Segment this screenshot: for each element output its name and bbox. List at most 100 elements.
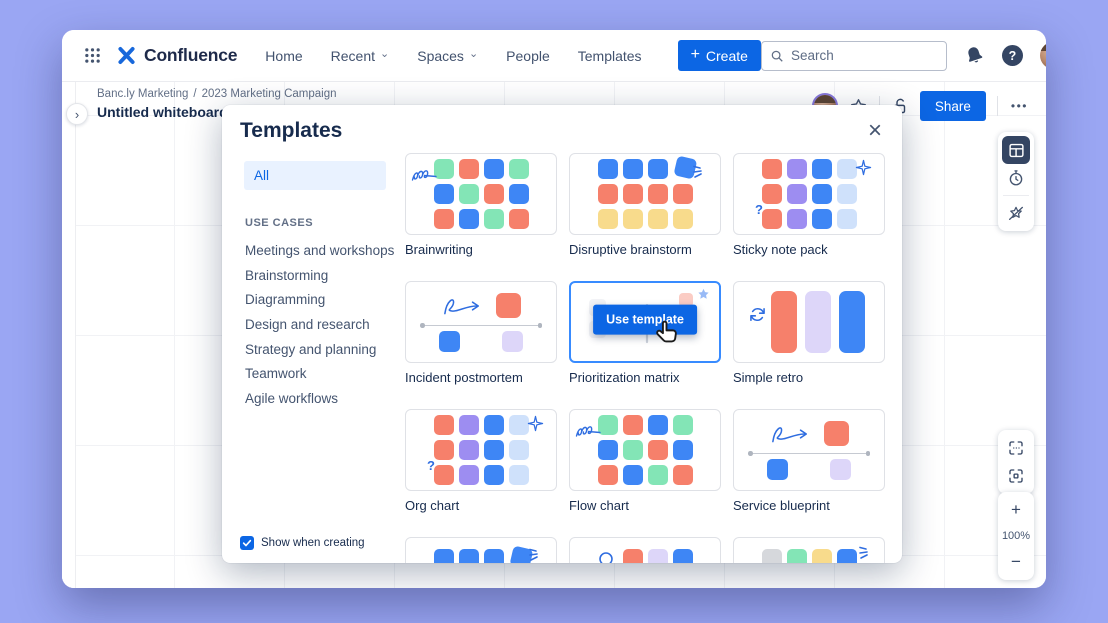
sticky-note-square [830, 459, 851, 481]
refresh-loop-icon [747, 304, 768, 330]
template-card[interactable] [405, 537, 557, 563]
timeline-line [420, 323, 542, 327]
sidebar-item-brainstorming[interactable]: Brainstorming [245, 267, 329, 283]
sticky-row [761, 159, 857, 179]
sticky-note-square [761, 209, 782, 229]
sticky-row [598, 549, 693, 563]
template-card[interactable] [733, 537, 885, 563]
zoom-in-glyph: + [1011, 500, 1021, 519]
user-avatar[interactable] [1039, 42, 1046, 69]
template-thumbnail [569, 409, 721, 491]
create-button[interactable]: + Create [677, 40, 761, 71]
template-thumbnail [569, 153, 721, 235]
template-card[interactable]: ? Sticky note pack [733, 153, 885, 257]
sidebar-item-diagramming[interactable]: Diagramming [245, 292, 326, 308]
sidebar-item-agile-workflows[interactable]: Agile workflows [245, 390, 339, 406]
breadcrumb-item[interactable]: 2023 Marketing Campaign [201, 88, 337, 100]
breadcrumb-item[interactable]: Banc.ly Marketing [97, 88, 189, 100]
filter-all[interactable]: All [244, 161, 386, 190]
template-card[interactable]: Brainwriting [405, 153, 557, 257]
sticky-row [433, 184, 529, 204]
templates-panel-icon[interactable] [1002, 136, 1030, 164]
template-name: Prioritization matrix [569, 370, 680, 385]
sticky-note-square [761, 159, 782, 179]
sticky-row [433, 209, 529, 229]
sticky-note-square [508, 415, 529, 435]
retro-column [805, 291, 831, 353]
sticky-note-square [647, 465, 668, 485]
nav-item-people[interactable]: People [506, 48, 550, 64]
template-thumbnail [569, 537, 721, 563]
nav-item-recent[interactable]: Recent ⌄ [331, 48, 390, 64]
divider [996, 96, 998, 116]
timeline-bottom-row [439, 331, 523, 353]
sticky-note-square [483, 209, 504, 229]
search-input[interactable] [760, 40, 947, 71]
sticky-note-square [597, 440, 618, 460]
template-card[interactable]: Use template Prioritization matrix [569, 281, 721, 385]
template-thumbnail [733, 281, 885, 363]
board-title: Untitled whiteboard [97, 104, 228, 120]
timer-icon[interactable] [1002, 164, 1030, 192]
sticky-note-square [483, 415, 504, 435]
help-icon[interactable]: ? [1001, 45, 1023, 66]
sticky-note-square [622, 415, 643, 435]
sticky-row [761, 549, 857, 563]
sidebar-item-design-and-research[interactable]: Design and research [245, 316, 370, 332]
nav-item-home[interactable]: Home [265, 48, 302, 64]
cursor-pointer-icon [655, 320, 682, 354]
fit-to-screen-icon[interactable] [1002, 434, 1030, 462]
sidebar-item-strategy-and-planning[interactable]: Strategy and planning [245, 341, 377, 357]
template-thumbnail [733, 409, 885, 491]
confluence-logo[interactable]: Confluence [116, 45, 237, 66]
sticky-note-square [433, 415, 454, 435]
template-card[interactable]: Service blueprint [733, 409, 885, 513]
app-switcher-icon[interactable] [78, 42, 106, 70]
template-name: Simple retro [733, 370, 804, 385]
sticky-note-square [811, 549, 832, 563]
notifications-bell-icon[interactable] [964, 45, 985, 66]
retro-columns [771, 291, 865, 353]
sticky-note-square [508, 184, 529, 204]
sticky-note-square [597, 415, 618, 435]
template-card[interactable] [569, 537, 721, 563]
vote-star-icon[interactable] [1002, 199, 1030, 227]
sparkle-icon [855, 159, 872, 181]
nav-item-templates[interactable]: Templates [578, 48, 642, 64]
checkbox-checked-icon [240, 536, 254, 550]
nav-item-label: Spaces [417, 47, 464, 64]
zoom-out-button[interactable]: − [1002, 548, 1030, 576]
close-icon[interactable]: × [860, 115, 890, 147]
template-card[interactable]: Incident postmortem [405, 281, 557, 385]
template-card[interactable]: Disruptive brainstorm [569, 153, 721, 257]
template-card[interactable]: ? Org chart [405, 409, 557, 513]
template-card[interactable]: Flow chart [569, 409, 721, 513]
sticky-note-square [672, 440, 693, 460]
sidebar-item-meetings-and-workshops[interactable]: Meetings and workshops [245, 242, 395, 258]
sidebar-item-teamwork[interactable]: Teamwork [245, 366, 307, 382]
sticky-note-square [597, 159, 618, 179]
spark-lines-icon [528, 546, 543, 563]
nav-item-spaces[interactable]: Spaces ⌄ [417, 48, 478, 64]
search-container [760, 40, 947, 71]
sticky-note-square [433, 549, 454, 563]
show-when-creating-checkbox[interactable]: Show when creating [240, 536, 365, 550]
share-button[interactable]: Share [919, 91, 986, 121]
sticky-note-square [483, 549, 504, 563]
expand-sidebar-button[interactable]: › [66, 103, 88, 125]
sticky-note-square [508, 440, 529, 460]
timeline-top-row [770, 420, 849, 448]
zoom-level[interactable]: 100% [1001, 530, 1031, 542]
nav-item-label: Recent [330, 47, 376, 64]
zoom-in-button[interactable]: + [1002, 496, 1030, 524]
more-options-button[interactable]: ••• [1009, 95, 1030, 117]
sticky-note-square [622, 440, 643, 460]
template-card[interactable]: Simple retro [733, 281, 885, 385]
sticky-row [597, 465, 693, 485]
sticky-note-square [811, 184, 832, 204]
nav-right: ? [760, 40, 1046, 71]
focus-frame-icon[interactable] [1002, 462, 1030, 490]
circle-doodle-icon [598, 551, 614, 563]
sticky-note-square [597, 209, 618, 229]
breadcrumb: Banc.ly Marketing / 2023 Marketing Campaig… [97, 88, 337, 100]
